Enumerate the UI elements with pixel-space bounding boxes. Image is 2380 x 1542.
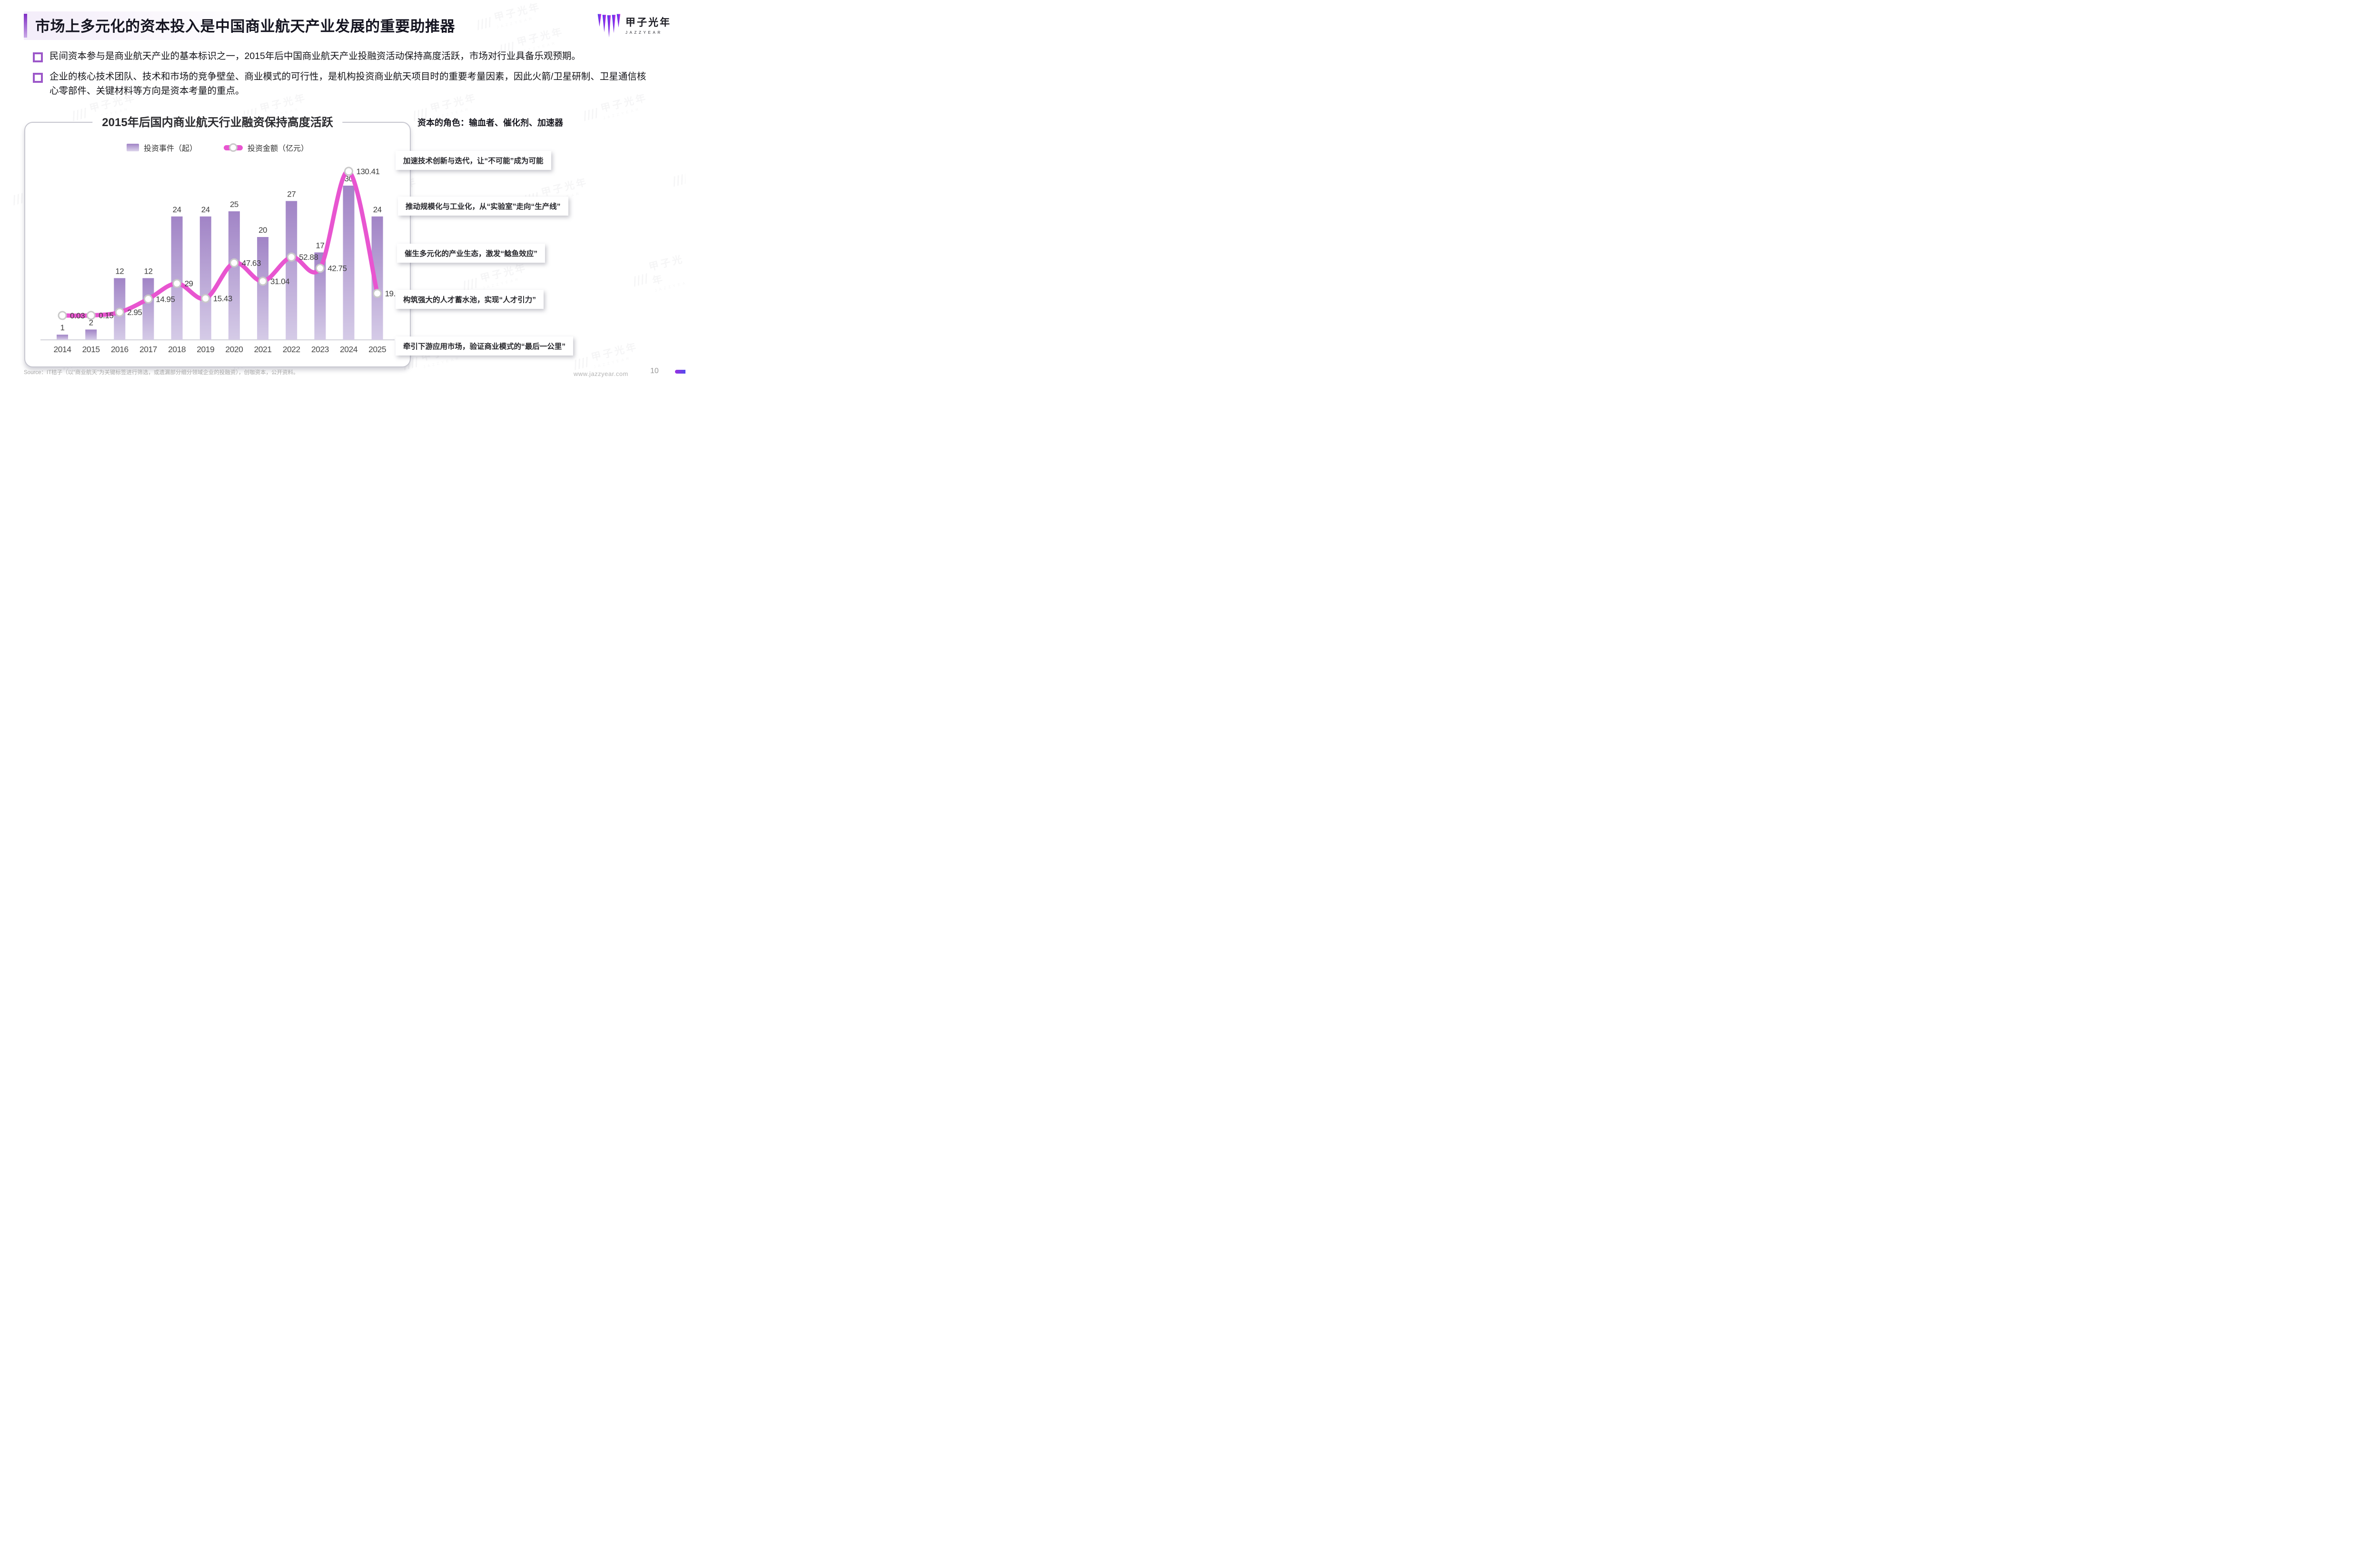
line-value-label: 29 [185,279,193,288]
bar [142,278,154,340]
line-marker [115,307,124,317]
x-axis-label: 2018 [168,345,186,354]
line-marker [86,311,96,320]
legend-label: 投资事件（起） [143,145,197,153]
bar [171,216,183,340]
bar [228,211,240,340]
chart-card: 2015年后国内商业航天行业融资保持高度活跃 投资事件（起） 投资金额（亿元） … [24,115,411,367]
bar [286,201,298,340]
slide: |||| 甲子光年 JAZZYEAR |||| 甲子光年 JAZZYEAR |||| 甲子光年… [0,0,685,386]
bar [57,335,68,340]
bullet-item: 民间资本参与是商业航天产业的基本标识之一，2015年后中国商业航天产业投融资活动… [33,49,650,63]
x-axis-label: 2021 [254,345,272,354]
x-axis-label: 2015 [82,345,100,354]
bar-value-label: 24 [201,205,210,214]
bar [257,237,269,340]
page-title: 市场上多元化的资本投入是中国商业航天产业发展的重要助推器 [35,18,455,35]
footer-accent-bar [675,370,685,374]
x-axis-label: 2020 [225,345,243,354]
line-marker [287,252,296,262]
line-marker-icon [224,143,243,152]
title-accent-bar [24,14,27,38]
line-marker [315,264,325,273]
capability-box: 构筑强大的人才蓄水池，实现“人才引力” [396,290,544,309]
x-axis-label: 2017 [139,345,157,354]
bar-value-label: 20 [258,226,267,235]
bar-value-label: 12 [144,267,152,276]
x-axis-label: 2025 [368,345,386,354]
bar-value-label: 1 [60,323,65,332]
legend-item-line: 投资金额（亿元） [224,142,308,153]
line-value-label: 130.41 [357,167,380,176]
source-note: Source：IT桔子（以“商业航天”为关键标签进行筛选，或遗漏部分细分领域企业… [24,370,299,376]
bar-value-label: 17 [316,241,324,250]
line-value-label: 31.04 [270,277,289,286]
bar-value-label: 24 [373,205,382,214]
capability-box: 催生多元化的产业生态，激发“鲶鱼效应” [397,244,545,263]
x-axis-label: 2022 [283,345,300,354]
capability-box: 加速技术创新与迭代，让“不可能”成为可能 [396,151,551,170]
legend-item-bar: 投资事件（起） [126,142,197,153]
line-marker [143,294,153,304]
line-value-label: 2.95 [127,308,142,317]
line-marker [172,279,182,288]
bar [85,329,97,340]
bullet-list: 民间资本参与是商业航天产业的基本标识之一，2015年后中国商业航天产业投融资活动… [33,49,650,105]
line-value-label: 0.15 [99,311,113,320]
line-value-label: 52.88 [299,253,318,262]
bar-value-label: 24 [173,205,181,214]
x-axis-label: 2016 [111,345,129,354]
capability-box: 推动规模化与工业化，从“实验室”走向“生产线” [398,197,568,216]
bullet-text: 民间资本参与是商业航天产业的基本标识之一，2015年后中国商业航天产业投融资活动… [50,51,581,61]
bar-swatch-icon [126,144,139,151]
title-background-tint [24,11,262,40]
line-value-label: 42.75 [327,264,347,273]
right-panel-heading: 资本的角色：输血者、催化剂、加速器 [417,118,563,128]
chart-title: 2015年后国内商业航天行业融资保持高度活跃 [92,115,343,131]
bar [343,186,355,340]
line-value-label: 15.43 [213,294,232,303]
line-marker [229,258,239,267]
line-value-label: 47.63 [242,258,261,267]
brand-logo-text: 甲子光年 JAZZYEAR [625,15,671,35]
bar-value-label: 12 [115,267,124,276]
line-series [60,169,380,318]
legend-label: 投资金额（亿元） [248,145,309,153]
brand-logo: 甲子光年 JAZZYEAR [597,11,671,38]
page-number: 10 [650,367,659,375]
x-axis-label: 2019 [197,345,214,354]
x-axis-label: 2024 [340,345,358,354]
x-axis-label: 2014 [54,345,72,354]
capability-box: 牵引下游应用市场，验证商业模式的“最后一公里” [396,336,574,356]
line-marker [344,167,353,176]
chart-legend: 投资事件（起） 投资金额（亿元） [25,142,410,153]
bar-value-label: 25 [230,200,238,209]
line-value-label: 0.03 [70,311,85,320]
brand-name-zh: 甲子光年 [625,17,671,28]
line-marker [373,289,382,298]
bullet-square-icon [33,73,43,83]
line-marker [58,311,67,320]
line-marker [201,294,210,303]
line-value-label: 14.95 [156,295,175,304]
combo-chart: 1201422015122016122017242018242019252020… [40,167,404,354]
x-axis-label: 2023 [311,345,329,354]
bullet-text: 企业的核心技术团队、技术和市场的竞争壁垒、商业模式的可行性，是机构投资商业航天项… [50,71,646,96]
website-url: www.jazzyear.com [574,370,628,377]
bullet-square-icon [33,52,43,62]
bar-value-label: 2 [89,318,93,327]
brand-name-en: JAZZYEAR [625,30,663,35]
brand-logo-icon [597,14,621,38]
line-marker [258,277,268,286]
bullet-item: 企业的核心技术团队、技术和市场的竞争壁垒、商业模式的可行性，是机构投资商业航天项… [33,70,650,98]
bar-value-label: 27 [287,189,296,198]
bar [199,216,211,340]
